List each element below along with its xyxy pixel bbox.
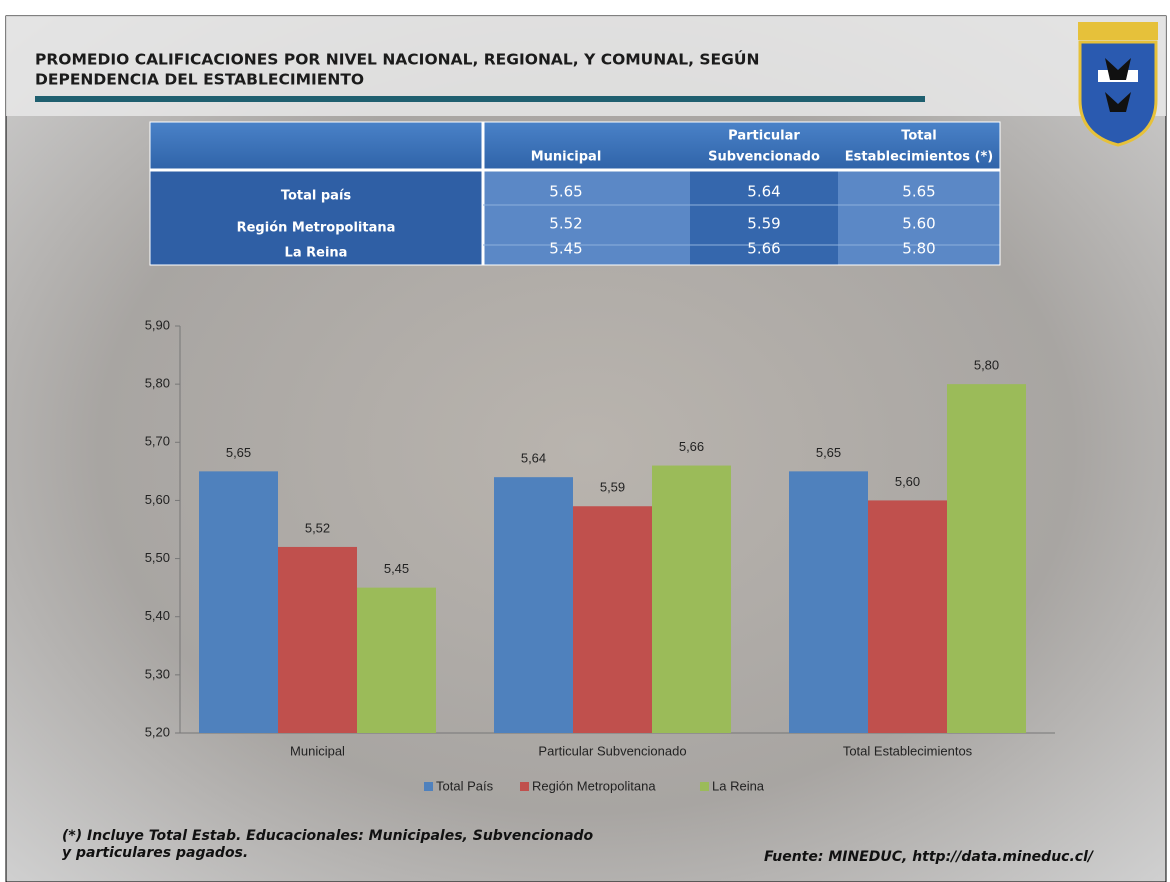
bar [278, 546, 357, 733]
bar [494, 477, 573, 733]
table: Municipal Particular Subvencionado Total Est… [149, 121, 1001, 266]
row-header-column [150, 170, 483, 265]
table-border [149, 121, 1001, 266]
y-tick-label: 5,40 [145, 608, 170, 623]
footnote: y particulares pagados. [62, 845, 248, 861]
cell: 5.60 [902, 215, 935, 233]
y-tick-label: 5,90 [145, 317, 170, 332]
row-header: Total país [281, 189, 352, 204]
title: DEPENDENCIA DEL ESTABLECIMIENTO [35, 71, 364, 89]
value-label: 5,45 [384, 561, 409, 576]
legend-swatch [700, 782, 709, 791]
logo [1078, 22, 1158, 147]
title: PROMEDIO CALIFICACIONES POR NIVEL NACION… [35, 50, 759, 69]
bar [868, 500, 947, 733]
cells [838, 170, 1000, 265]
value-label: 5,60 [895, 474, 920, 489]
value-label: 5,52 [305, 520, 330, 535]
y-tick-label: 5,50 [145, 550, 170, 565]
value-label: 5,66 [679, 439, 704, 454]
cell: 5.45 [549, 240, 582, 258]
chart: 5,20 5,30 5,40 5,50 5,60 5,70 5,80 5,90 Municipa… [145, 317, 1055, 793]
x-tick-label: Municipal [290, 743, 345, 758]
cells [690, 170, 838, 265]
source: Fuente: MINEDUC, http://data.mineduc.cl/ [764, 849, 1095, 865]
cell: 5.80 [902, 240, 935, 258]
bar [947, 384, 1026, 733]
table-header [150, 122, 1000, 170]
x-tick-label: Particular Subvencionado [538, 743, 686, 758]
legend-swatch [424, 782, 433, 791]
x-tick-label: Total Establecimientos [843, 743, 973, 758]
bar [789, 471, 868, 733]
row-header: Región Metropolitana [237, 221, 396, 236]
y-tick-label: 5,30 [145, 666, 170, 681]
row-header: La Reina [285, 246, 348, 261]
y-tick-label: 5,60 [145, 492, 170, 507]
legend-swatch [520, 782, 529, 791]
cell: 5.52 [549, 215, 582, 233]
value-label: 5,59 [600, 480, 625, 495]
y-tick-label: 5,80 [145, 376, 170, 391]
y-tick-label: 5,70 [145, 434, 170, 449]
cells [483, 170, 690, 265]
legend-label: Región Metropolitana [532, 778, 656, 793]
value-label: 5,64 [521, 451, 546, 466]
legend-label: La Reina [712, 778, 765, 793]
y-tick-label: 5,20 [145, 724, 170, 739]
title-underline [35, 96, 925, 102]
bar [199, 471, 278, 733]
bar [357, 587, 436, 733]
cell: 5.65 [549, 183, 582, 201]
column-header: Municipal [531, 150, 602, 165]
value-label: 5,65 [226, 445, 251, 460]
footnote: (*) Incluye Total Estab. Educacionales: … [62, 828, 594, 844]
cell: 5.65 [902, 183, 935, 201]
value-label: 5,80 [974, 358, 999, 373]
column-header: Particular [728, 129, 800, 144]
legend-label: Total País [436, 778, 494, 793]
cell: 5.59 [747, 215, 780, 233]
cell: 5.64 [747, 183, 780, 201]
column-header: Subvencionado [708, 150, 820, 165]
cell: 5.66 [747, 240, 780, 258]
value-label: 5,65 [816, 445, 841, 460]
column-header: Establecimientos (*) [845, 150, 994, 165]
bar [652, 465, 731, 733]
column-header: Total [901, 129, 937, 144]
bar [573, 506, 652, 733]
